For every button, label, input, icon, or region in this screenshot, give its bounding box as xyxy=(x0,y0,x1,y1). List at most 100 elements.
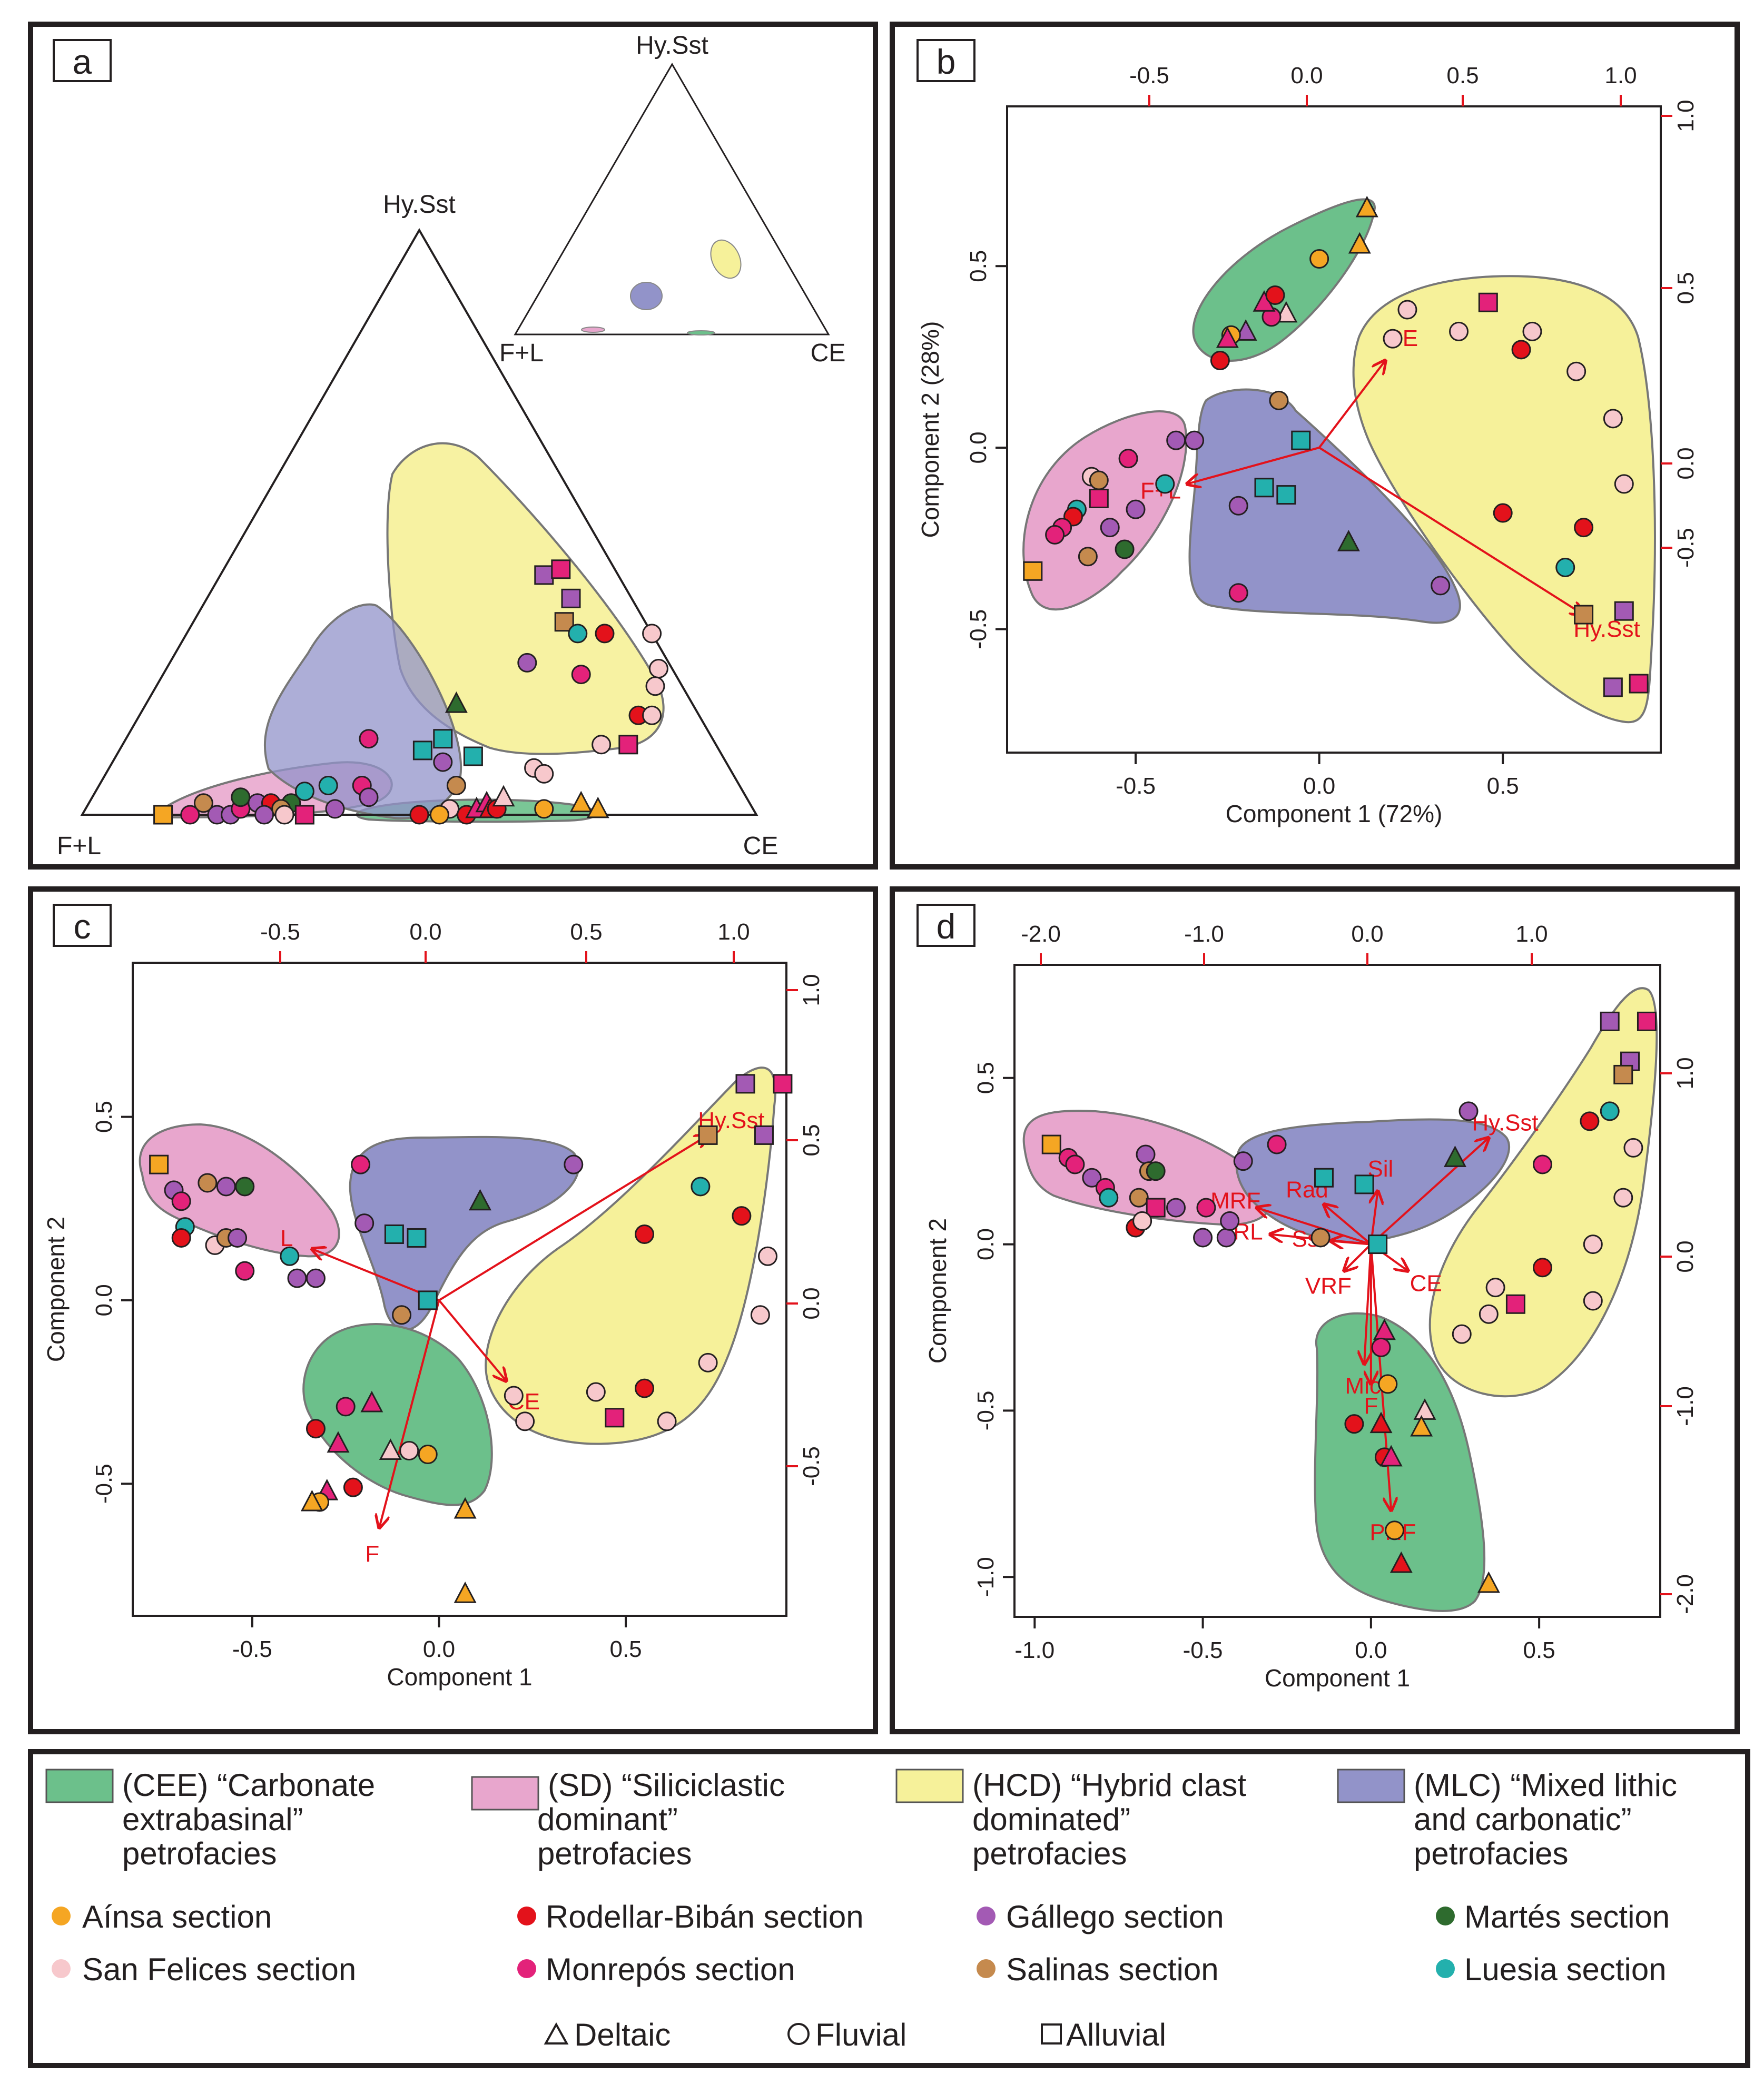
c-hcd-region xyxy=(485,1066,776,1445)
ternary-point-21 xyxy=(412,740,432,761)
d-point-11 xyxy=(1166,1198,1186,1218)
b-vector-1 xyxy=(1318,361,1385,449)
c-point-20 xyxy=(564,1154,584,1174)
legend-hcd-line2: dominated” xyxy=(972,1802,1130,1837)
b-point-26 xyxy=(1629,674,1649,694)
b-point-30 xyxy=(1276,485,1296,505)
d-point-31 xyxy=(1580,1111,1600,1131)
panel-c-axes: -0.5 0.0 0.5 -0.5 0.0 0.5 -0.5 0.0 0.5 1.0 -0.5 0.0… xyxy=(42,919,824,1691)
b-point-48 xyxy=(1078,547,1098,567)
legend-dot-gallego xyxy=(977,1907,996,1925)
legend-gallego-label: Gállego section xyxy=(1006,1899,1224,1934)
panel-c-label-box xyxy=(53,904,112,947)
panel-b-frame xyxy=(890,22,1740,870)
legend-dot-aixnsa xyxy=(52,1907,71,1925)
panel-b: b -0.5 0.0 0.5 -0.5 0.0 0.5 -0.5 0.0 0.5 1.0 -0.5 0… xyxy=(890,22,1740,870)
b-point-36 xyxy=(1166,430,1186,450)
legend-hcd-line1: (HCD) “Hybrid clast xyxy=(972,1767,1246,1803)
b-right-tick-label-2: 0.5 xyxy=(1673,272,1699,304)
legend: (CEE) “Carbonate extrabasinal” petrofaci… xyxy=(28,1749,1750,2068)
c-point-49 xyxy=(343,1477,363,1497)
inset-hcd-region xyxy=(710,239,742,279)
b-point-45 xyxy=(1126,499,1146,519)
c-top-tick-label-1: 0.0 xyxy=(409,919,441,945)
d-point-24 xyxy=(1444,1145,1466,1167)
c-point-3 xyxy=(198,1173,218,1193)
d-top-tick-label-0: -2.0 xyxy=(1021,921,1061,947)
b-top-tick-label-2: 0.5 xyxy=(1446,63,1479,88)
c-vector-2 xyxy=(438,1135,708,1301)
inset-triangle xyxy=(514,63,830,335)
ternary-point-44 xyxy=(595,624,615,644)
c-point-36 xyxy=(515,1411,535,1431)
ternary-point-29 xyxy=(429,805,449,825)
ternary-point-41 xyxy=(561,588,581,608)
b-xtick-label-1: 0.0 xyxy=(1303,773,1335,799)
panel-a: a Hy.Sst F+L CE Hy.Sst F+L CE xyxy=(28,22,878,870)
b-point-15 xyxy=(1522,321,1542,341)
inset-sd-region xyxy=(581,327,605,333)
d-vector-5 xyxy=(1331,1241,1372,1244)
legend-mlc-line3: petrofacies xyxy=(1414,1836,1569,1871)
c-mlc-region xyxy=(349,1135,580,1331)
panel-d-regions xyxy=(1022,987,1658,1612)
ternary-point-35 xyxy=(492,785,515,807)
d-point-17 xyxy=(1220,1211,1240,1231)
d-point-22 xyxy=(1310,1228,1331,1248)
panel-c-points xyxy=(149,1074,793,1603)
inset-mlc-region xyxy=(630,282,663,310)
legend-petrofacies: (CEE) “Carbonate extrabasinal” petrofaci… xyxy=(45,1767,1677,1871)
d-point-6 xyxy=(1136,1144,1156,1164)
legend-swatch-hcd xyxy=(895,1769,964,1803)
b-point-17 xyxy=(1566,361,1586,381)
ternary-point-47 xyxy=(648,659,668,678)
b-point-49 xyxy=(1045,525,1065,545)
d-right-tick-label-3: 1.0 xyxy=(1672,1057,1698,1089)
d-point-50 xyxy=(1379,1445,1403,1467)
legend-cee-line2: extrabasinal” xyxy=(122,1802,303,1837)
panel-d: d -1.0 -0.5 0.0 0.5 -1.0 -0.5 0.0 0.5 -2.0 -1.0 0.… xyxy=(890,886,1740,1734)
d-top-tick-label-2: 0.0 xyxy=(1351,921,1383,947)
legend-deltaic-label: Deltaic xyxy=(574,2017,671,2052)
ternary-point-37 xyxy=(569,791,593,813)
d-vector-label-0: Hy.Sst xyxy=(1472,1110,1538,1135)
c-point-40 xyxy=(336,1397,356,1417)
legend-monrepos-label: Monrepós section xyxy=(546,1952,795,1987)
d-ytick-label-3: 0.5 xyxy=(973,1062,999,1094)
legend-sections: Aínsa section Rodellar-Bibán section Gál… xyxy=(52,1899,1670,1987)
d-vector-label-7: CE xyxy=(1410,1271,1442,1297)
legend-frame xyxy=(28,1749,1750,2068)
legend-cee-line3: petrofacies xyxy=(122,1836,277,1871)
ternary-point-23 xyxy=(433,752,453,772)
b-point-12 xyxy=(1397,300,1417,320)
d-point-19 xyxy=(1267,1134,1287,1154)
inset-vertex-right: CE xyxy=(811,339,846,367)
panel-c-plot-area xyxy=(132,962,787,1617)
c-point-26 xyxy=(754,1125,774,1145)
c-point-12 xyxy=(280,1246,300,1266)
ternary-point-15 xyxy=(318,776,338,795)
c-point-42 xyxy=(327,1431,350,1453)
legend-dot-luesia xyxy=(1436,1959,1455,1978)
d-ytick-label-0: -1.0 xyxy=(973,1557,999,1597)
legend-sd-line2: dominant” xyxy=(537,1802,678,1837)
d-point-15 xyxy=(1193,1228,1213,1248)
b-point-38 xyxy=(1118,449,1138,469)
d-ylabel: Component 2 xyxy=(924,1218,951,1364)
c-point-28 xyxy=(732,1206,752,1226)
d-top-tick-label-3: 1.0 xyxy=(1515,921,1548,947)
c-point-10 xyxy=(228,1228,248,1248)
c-point-5 xyxy=(235,1177,255,1197)
c-point-7 xyxy=(171,1228,191,1248)
panel-c-frame xyxy=(28,886,878,1734)
ternary-vertex-right: CE xyxy=(743,832,778,860)
d-point-35 xyxy=(1583,1234,1603,1255)
legend-cee-line1: (CEE) “Carbonate xyxy=(122,1767,375,1803)
legend-swatch-sd xyxy=(471,1776,539,1811)
c-right-tick-label-3: 1.0 xyxy=(799,974,824,1006)
ternary-point-26 xyxy=(517,653,537,673)
c-point-18 xyxy=(407,1228,427,1248)
d-point-45 xyxy=(1413,1398,1436,1420)
panel-d-frame xyxy=(890,886,1740,1734)
d-xtick-label-3: 0.5 xyxy=(1523,1637,1555,1663)
